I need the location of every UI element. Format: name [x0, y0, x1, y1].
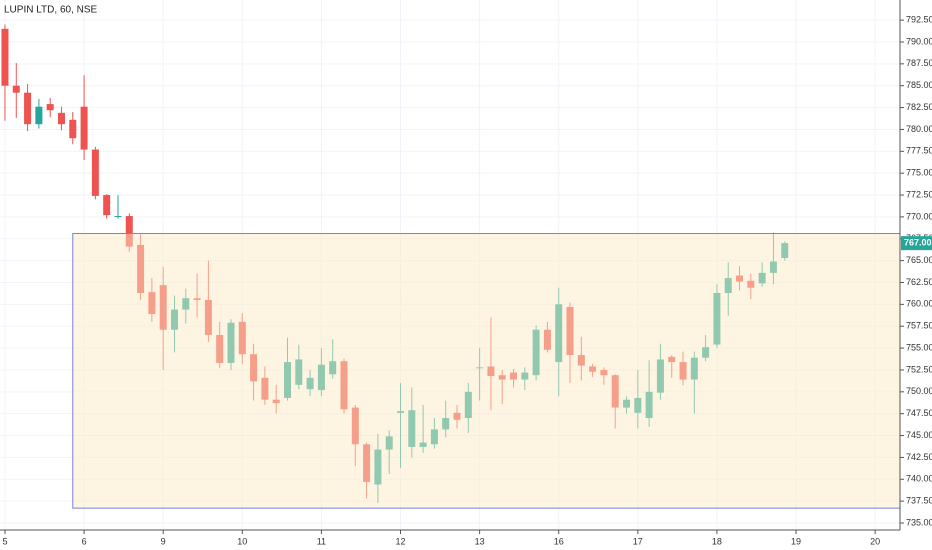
y-tick-label: 787.50 [906, 58, 932, 68]
candle-body [35, 106, 43, 125]
x-tick-label: 9 [161, 536, 166, 546]
x-tick-label: 18 [712, 536, 722, 546]
candle-body [69, 119, 77, 139]
x-tick-label: 12 [395, 536, 405, 546]
zone-box [72, 233, 901, 509]
y-tick-label: 782.50 [906, 102, 932, 112]
last-price-label: 767.00 [904, 238, 932, 248]
x-tick-label: 17 [633, 536, 643, 546]
candle-body [57, 112, 65, 125]
y-tick-label: 770.00 [906, 211, 932, 221]
y-tick-label: 780.00 [906, 124, 932, 134]
last-price-box [901, 236, 932, 251]
candle-body [24, 92, 32, 125]
candle-body [1, 28, 9, 86]
y-tick-label: 735.00 [906, 517, 932, 527]
axes: 735.00 737.50 740.00 742.50 745.00 747.50 750.… [2, 14, 932, 546]
x-tick-label: 19 [791, 536, 801, 546]
y-tick-label: 775.00 [906, 168, 932, 178]
y-tick-label: 772.50 [906, 189, 932, 199]
candle-body [91, 149, 99, 196]
candle-body [103, 195, 111, 216]
x-tick-label: 16 [554, 536, 564, 546]
y-tick-label: 765.00 [906, 255, 932, 265]
y-tick-label: 750.00 [906, 386, 932, 396]
y-tick-label: 792.50 [906, 14, 932, 24]
y-tick-label: 785.00 [906, 80, 932, 90]
y-tick-label: 790.00 [906, 36, 932, 46]
y-tick-label: 762.50 [906, 277, 932, 287]
y-tick-label: 742.50 [906, 452, 932, 462]
y-tick-label: 757.50 [906, 321, 932, 331]
candle-body [114, 216, 122, 218]
candle-body [12, 85, 20, 93]
x-tick-label: 11 [317, 536, 326, 546]
x-tick-label: 6 [82, 536, 87, 546]
candle-body [80, 106, 88, 150]
x-tick-label: 13 [475, 536, 485, 546]
y-tick-label: 777.50 [906, 146, 932, 156]
x-tick-label: 5 [2, 536, 7, 546]
y-tick-label: 760.00 [906, 299, 932, 309]
y-tick-label: 755.00 [906, 342, 932, 352]
y-tick-label: 740.00 [906, 474, 932, 484]
candle-body [125, 216, 133, 247]
y-tick-label: 747.50 [906, 408, 932, 418]
x-tick-label: 20 [870, 536, 880, 546]
y-tick-label: 737.50 [906, 496, 932, 506]
x-tick-label: 10 [237, 536, 247, 546]
overlay [72, 233, 901, 509]
chart-title: LUPIN LTD, 60, NSE [4, 5, 98, 16]
candle-body [46, 104, 54, 111]
y-tick-label: 752.50 [906, 364, 932, 374]
y-tick-label: 745.00 [906, 430, 932, 440]
